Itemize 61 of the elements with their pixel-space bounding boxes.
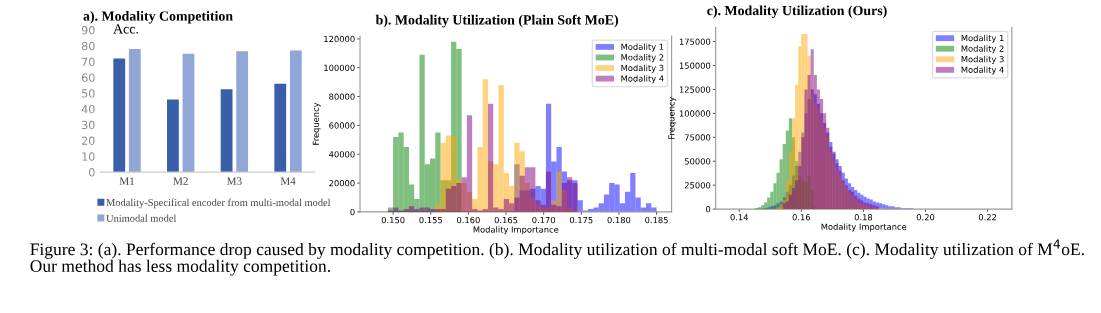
y-tick-label: 75000: [684, 134, 711, 141]
y-tick-label: 0: [350, 208, 355, 216]
legend-label: Modality 2: [621, 54, 664, 63]
y-tick-label: 150000: [679, 62, 711, 69]
text: Figure 3: (a). Performance drop caused by modality competition. (b). Modality utilization of multi-modal soft MoE. (c). Modality utilization of M$^{4}$oE. Our method has less modality competition.: [30, 239, 1084, 276]
y-tick-label: 20000: [329, 180, 355, 187]
y-tick-label: 50000: [684, 158, 711, 165]
y-tick-label: 25000: [684, 182, 711, 189]
legend-label: Modality 4: [621, 75, 664, 84]
legend-label: Unimodal model: [106, 214, 177, 222]
x-axis-title: Modality Importance: [821, 223, 907, 232]
legend-label: Modality 4: [961, 66, 1004, 75]
x-tick-label: 0.20: [916, 214, 935, 221]
y-axis-title: Frequency: [312, 102, 321, 145]
y-tick-label: 0: [88, 168, 95, 177]
x-tick-label: 0.160: [457, 216, 480, 224]
x-tick-label: M4: [280, 177, 296, 185]
x-tick-label: 0.14: [730, 214, 749, 221]
x-tick-label: 0.180: [607, 216, 631, 224]
y-tick-label: 30: [82, 120, 95, 130]
legend-label: Modality-Specifical encoder from multi-modal model: [106, 198, 331, 209]
y-tick-label: 100000: [324, 64, 355, 71]
y-tick-label: 0: [706, 206, 711, 213]
chart-title: c). Modality Utilization (Ours): [707, 5, 887, 19]
y-tick-label: 10: [82, 152, 95, 161]
y-tick-label: 120000: [324, 35, 355, 43]
y-tick-label: 90: [81, 26, 95, 35]
y-axis-title: Frequency: [668, 96, 677, 139]
y-tick-label: 60: [81, 73, 95, 82]
x-axis-title: Modality Importance: [473, 226, 559, 235]
x-tick-label: 0.170: [532, 216, 556, 224]
y-tick-label: 20: [82, 136, 95, 145]
y-tick-label: 70: [82, 57, 95, 67]
y-tick-label: 175000: [679, 38, 711, 45]
y-tick-label: 100000: [679, 110, 711, 117]
y-tick-label: 40000: [329, 151, 355, 158]
x-tick-label: M2: [173, 177, 188, 185]
x-tick-label: 0.18: [854, 214, 873, 221]
legend-label: Modality 1: [961, 34, 1004, 43]
x-tick-label: 0.155: [419, 216, 442, 224]
x-tick-label: M1: [119, 177, 135, 185]
x-tick-label: 0.22: [978, 214, 997, 221]
chart-title: b). Modality Utilization (Plain Soft MoE): [375, 14, 619, 28]
y-tick-label: 80000: [329, 93, 355, 100]
legend-label: Modality 3: [621, 64, 664, 73]
y-tick-label: 80: [81, 41, 95, 51]
y-axis-title: Acc.: [113, 24, 138, 34]
x-tick-label: 0.16: [792, 214, 811, 221]
x-tick-label: 0.185: [645, 216, 668, 224]
chart-title: a). Modality Competition: [83, 10, 233, 24]
y-tick-label: 40: [81, 104, 95, 114]
legend-label: Modality 3: [961, 55, 1004, 64]
x-tick-label: M3: [226, 177, 242, 185]
y-tick-label: 50: [82, 89, 95, 98]
x-tick-label: 0.165: [494, 216, 518, 224]
legend-label: Modality 2: [961, 45, 1004, 54]
y-tick-label: 60000: [329, 122, 355, 129]
x-tick-label: 0.175: [569, 216, 593, 224]
x-tick-label: 0.150: [381, 216, 405, 224]
y-tick-label: 125000: [679, 86, 711, 93]
legend-label: Modality 1: [621, 43, 664, 52]
